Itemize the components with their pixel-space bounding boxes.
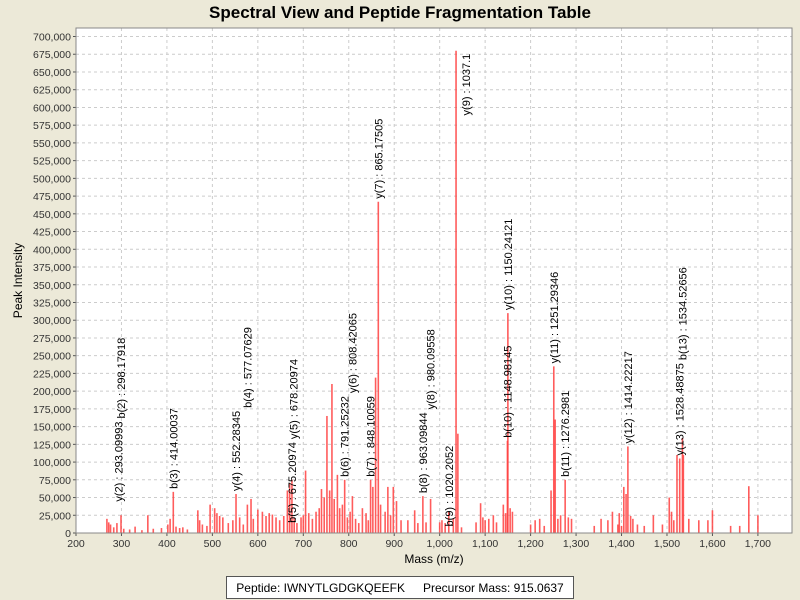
peak-annotation: b(7) : 848.10059 [366,396,378,477]
x-tick-label: 1,100 [472,538,498,550]
x-tick-label: 900 [385,538,403,550]
x-tick-label: 300 [113,538,131,550]
plot-area [76,28,792,533]
y-tick-label: 350,000 [33,280,71,292]
y-tick-label: 650,000 [33,67,71,79]
peak-annotation: b(6) : 791.25232 [340,396,352,477]
y-tick-label: 375,000 [33,262,71,274]
x-tick-label: 600 [249,538,267,550]
y-tick-label: 75,000 [39,475,71,487]
y-tick-label: 50,000 [39,493,71,505]
y-tick-label: 125,000 [33,439,71,451]
peak-annotation: y(10) : 1150.24121 [503,219,515,311]
x-axis-label: Mass (m/z) [404,552,463,566]
x-tick-label: 1,300 [563,538,589,550]
y-tick-label: 450,000 [33,209,71,221]
y-tick-label: 575,000 [33,120,71,132]
y-tick-label: 300,000 [33,315,71,327]
y-tick-label: 550,000 [33,138,71,150]
legend-peptide: Peptide: IWNYTLGDGKQEEFK [236,580,405,595]
peak-annotation: b(11) : 1276.2981 [560,391,572,477]
x-tick-label: 400 [158,538,176,550]
peak-annotation: b(3) : 414.00037 [168,408,180,489]
y-tick-label: 500,000 [33,173,71,185]
peak-annotation: b(10) : 1148.98145 [502,346,514,438]
y-axis-label: Peak Intensity [11,243,25,318]
y-tick-label: 625,000 [33,85,71,97]
x-tick-label: 700 [295,538,313,550]
y-tick-label: 275,000 [33,333,71,345]
peak-annotation: y(9) : 1037.1 [461,54,473,116]
y-tick-label: 0 [65,528,71,540]
y-tick-label: 250,000 [33,351,71,363]
peak-annotation: b(2) : 298.17918 [116,338,128,419]
y-tick-label: 25,000 [39,510,71,522]
peak-annotation: b(13) : 1534.52656 [677,267,689,360]
peak-annotation: y(7) : 865.17505 [373,119,385,199]
peak-annotation: y(8) : 980.09558 [426,329,438,409]
peak-annotation: b(8) : 963.09844 [418,412,430,493]
legend: Peptide: IWNYTLGDGKQEEFK Precursor Mass:… [226,576,574,599]
x-tick-label: 1,200 [517,538,543,550]
peak-annotation: b(9) : 1020.2052 [444,446,456,527]
x-tick-label: 800 [340,538,358,550]
y-tick-label: 600,000 [33,102,71,114]
plot-border [75,27,793,534]
peak-annotation: y(12) : 1414.22217 [623,351,635,443]
x-tick-label: 1,700 [745,538,771,550]
x-tick-label: 500 [204,538,222,550]
y-tick-label: 400,000 [33,244,71,256]
x-tick-label: 1,500 [654,538,680,550]
peak-annotation: y(13) : 1528.48875 [675,363,687,455]
y-tick-label: 225,000 [33,368,71,380]
y-tick-label: 200,000 [33,386,71,398]
x-tick-label: 1,400 [608,538,634,550]
x-tick-label: 1,000 [427,538,453,550]
y-tick-label: 425,000 [33,227,71,239]
y-tick-label: 700,000 [33,32,71,44]
x-tick-label: 200 [67,538,85,550]
peak-annotation: y(11) : 1251.29346 [549,272,561,364]
y-tick-label: 675,000 [33,49,71,61]
peak-annotation: b(4) : 577.07629 [242,327,254,408]
y-tick-label: 150,000 [33,422,71,434]
legend-precursor: Precursor Mass: 915.0637 [422,580,564,595]
y-tick-label: 475,000 [33,191,71,203]
chart-title: Spectral View and Peptide Fragmentation … [209,3,591,22]
y-tick-label: 325,000 [33,297,71,309]
y-tick-label: 100,000 [33,457,71,469]
peak-annotation: y(6) : 808.42065 [347,313,359,393]
peak-annotation: b(5) : 675.20974 [287,442,299,523]
peak-annotation: y(4) : 552.28345 [231,411,243,491]
y-tick-label: 175,000 [33,404,71,416]
x-tick-label: 1,600 [699,538,725,550]
y-tick-label: 525,000 [33,156,71,168]
peak-annotation: y(5) : 678.20974 [288,359,300,439]
peak-annotation: y(2) : 293.09993 [113,422,125,502]
